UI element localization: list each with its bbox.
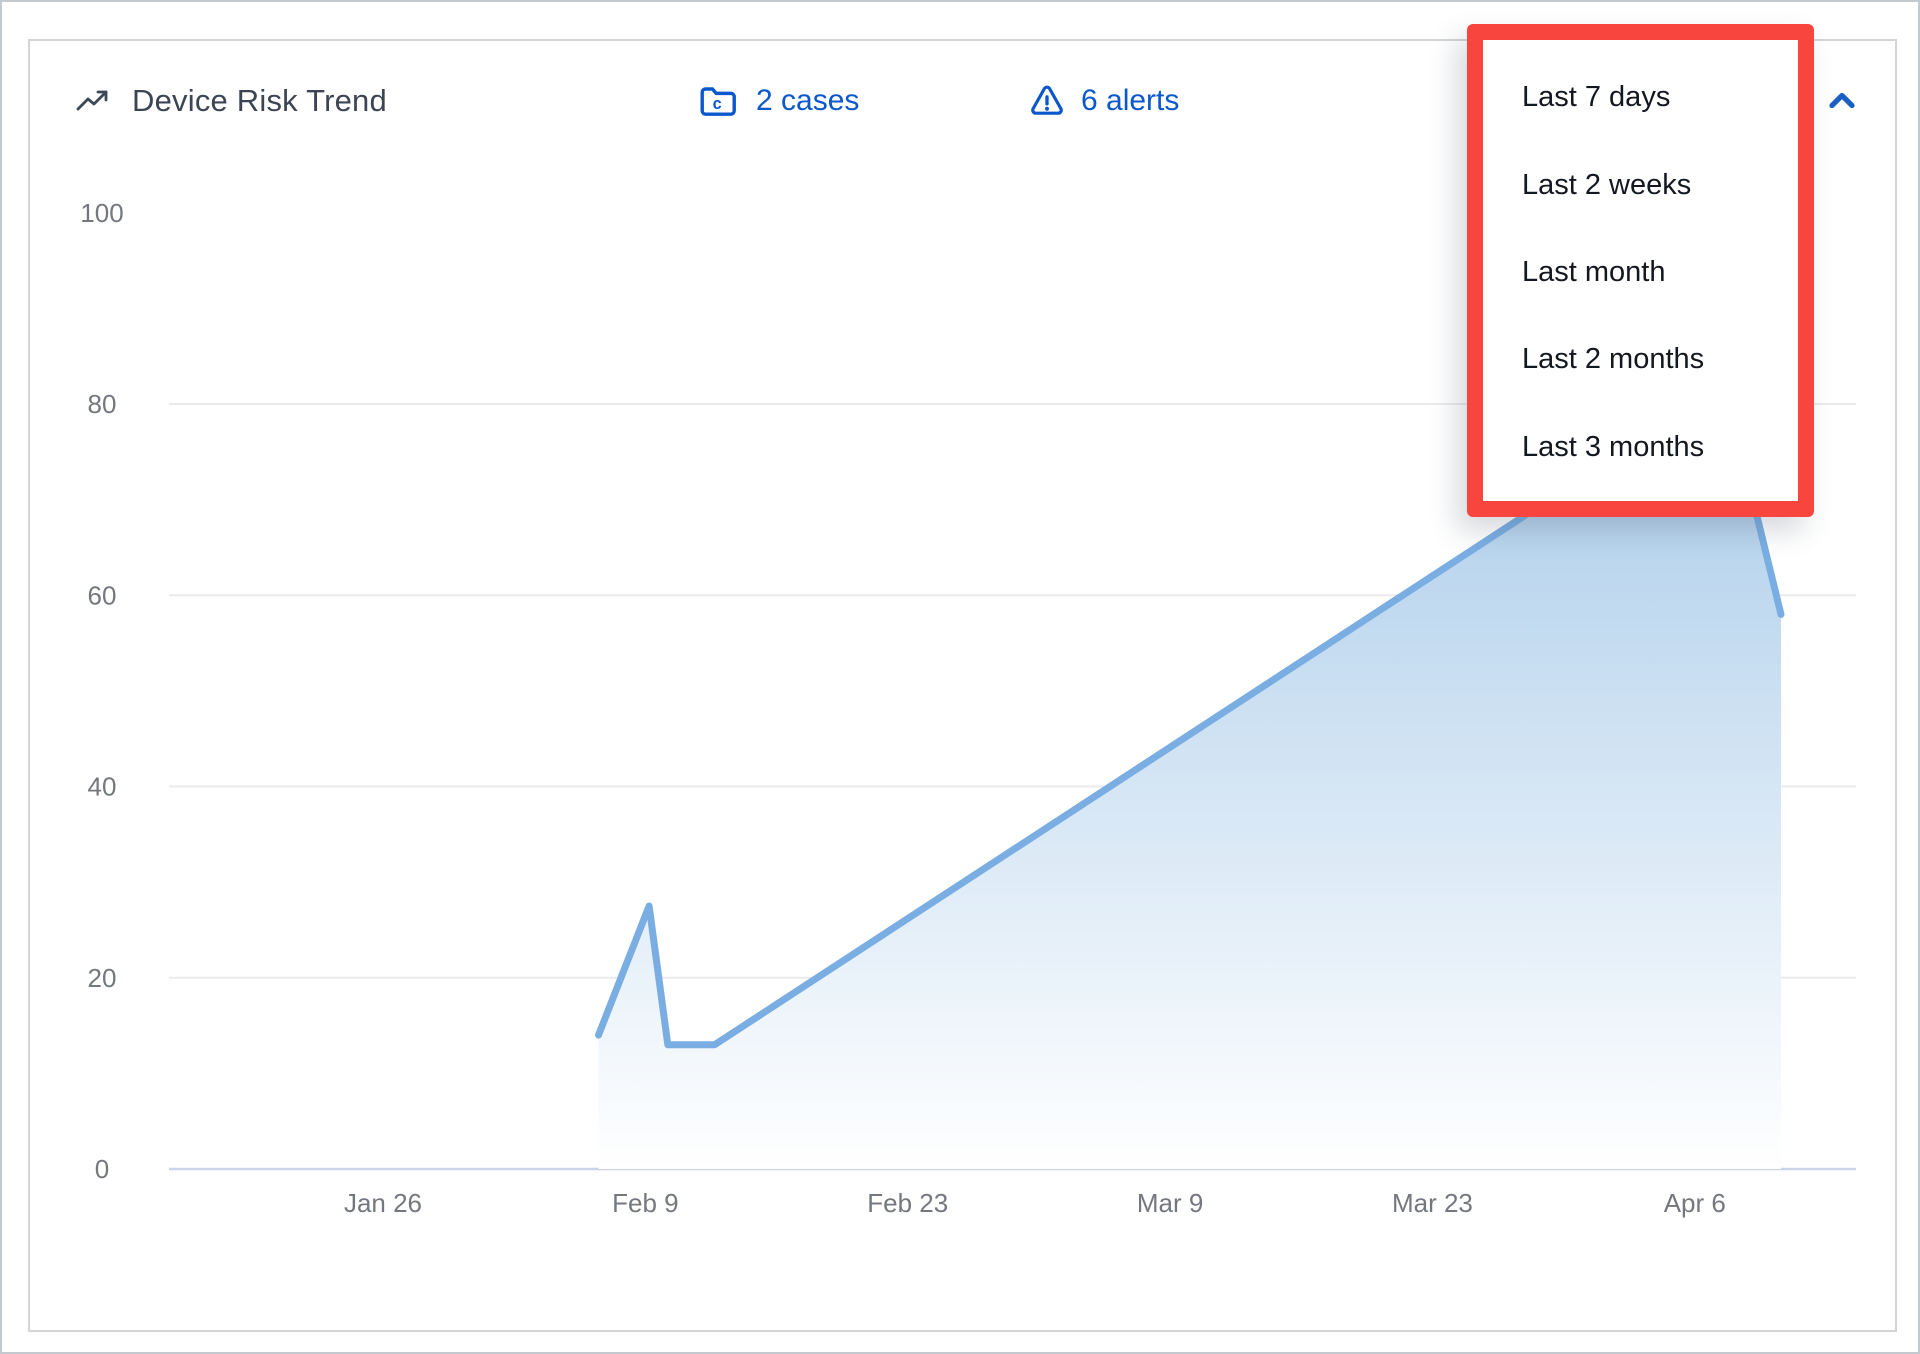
x-tick-label-jan-26: Jan 26 (344, 1188, 422, 1218)
x-tick-label-mar-9: Mar 9 (1137, 1188, 1203, 1218)
y-tick-label-40: 40 (88, 772, 117, 802)
menu-item-last-3-months[interactable]: Last 3 months (1483, 403, 1798, 492)
menu-item-last-month[interactable]: Last month (1483, 228, 1798, 317)
risk-area-fill (598, 384, 1781, 1169)
y-tick-label-20: 20 (88, 963, 117, 993)
y-tick-label-80: 80 (88, 389, 117, 419)
time-range-menu: Last 7 days Last 2 weeks Last month Last 2 … (1467, 24, 1814, 517)
alert-triangle-icon (1027, 82, 1067, 120)
y-tick-label-0: 0 (95, 1154, 109, 1184)
chevron-up-icon (1826, 88, 1858, 114)
collapse-chevron-button[interactable] (1822, 83, 1862, 119)
alerts-link-label: 6 alerts (1081, 84, 1180, 117)
menu-item-last-7-days[interactable]: Last 7 days (1483, 54, 1798, 142)
alerts-link[interactable]: 6 alerts (1027, 81, 1179, 121)
x-tick-label-feb-9: Feb 9 (612, 1188, 679, 1218)
cases-link[interactable]: c 2 cases (697, 81, 859, 121)
trending-up-icon (76, 88, 110, 114)
menu-item-last-2-months[interactable]: Last 2 months (1483, 316, 1798, 404)
x-tick-label-feb-23: Feb 23 (867, 1188, 948, 1218)
x-tick-label-mar-23: Mar 23 (1392, 1188, 1473, 1218)
x-tick-label-apr-6: Apr 6 (1664, 1188, 1726, 1218)
menu-item-last-2-weeks[interactable]: Last 2 weeks (1483, 141, 1798, 229)
svg-text:c: c (713, 94, 722, 112)
card-header-title: Device Risk Trend (76, 81, 387, 121)
y-tick-label-100: 100 (80, 198, 123, 228)
case-folder-icon: c (697, 82, 736, 121)
card-title: Device Risk Trend (132, 83, 387, 118)
cases-link-label: 2 cases (756, 84, 860, 117)
y-tick-label-60: 60 (88, 580, 117, 610)
risk-trend-chart: 0 20 40 60 80 100 Jan 26 Feb 9 Feb 23 Mar 9 Mar 23… (80, 198, 1856, 1218)
